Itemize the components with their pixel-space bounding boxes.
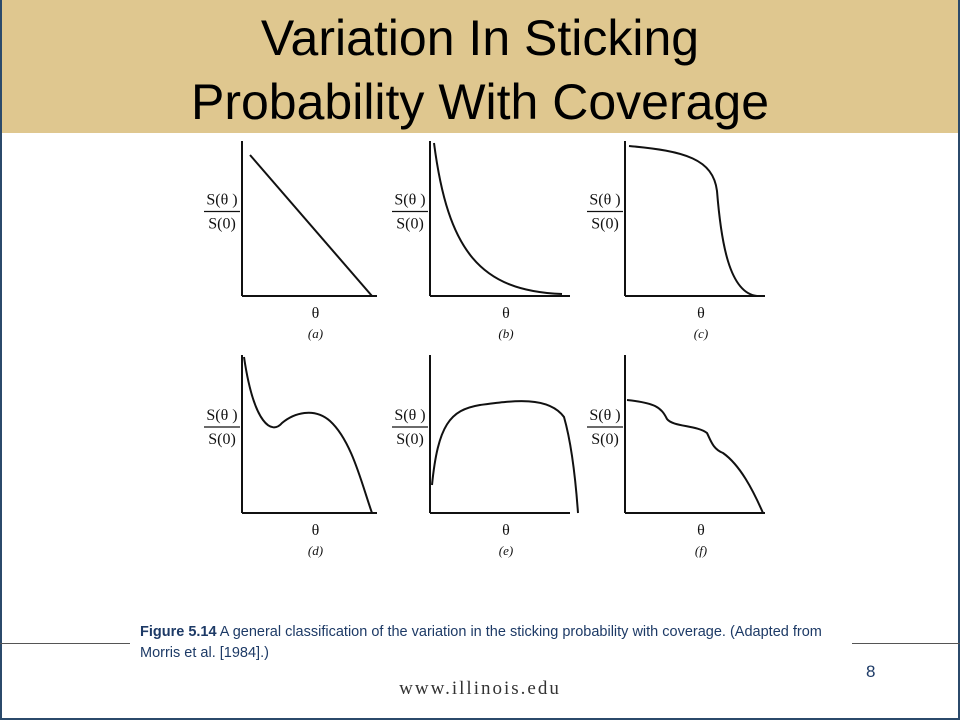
panel-6-curve-group [626, 399, 764, 514]
panel-6-x-label: θ [697, 522, 705, 539]
panel-2-y-label-denominator: S(0) [396, 216, 424, 233]
figure-svg: S(θ ) S(0) θ (a) S(θ ) S(0) θ (b) S(θ ) S(0) θ (c) S… [204, 141, 765, 558]
figure-panel-grid: S(θ ) S(0) θ (a) S(θ ) S(0) θ (b) S(θ ) S(0) θ (c) S… [200, 133, 770, 573]
panel-1-x-label: θ [312, 305, 320, 322]
title-line-2: Probability With Coverage [190, 74, 770, 130]
divider-left [0, 643, 130, 644]
panel-2-curve [433, 142, 563, 295]
panel-6-letter: (f) [695, 543, 707, 558]
panel-2-letter: (b) [498, 326, 513, 341]
panel-6-y-label-numerator: S(θ ) [589, 407, 620, 424]
caption-label: Figure 5.14 [140, 624, 217, 640]
panel-1-y-label-numerator: S(θ ) [206, 192, 237, 209]
panel-4-y-label-denominator: S(0) [208, 431, 236, 448]
panel-3-x-label: θ [697, 305, 705, 322]
panel-6-curve [626, 399, 764, 514]
panel-4-curve [243, 356, 373, 514]
frame-bottom-border [0, 718, 960, 720]
panel-5-y-label-denominator: S(0) [396, 431, 424, 448]
panel-1-letter: (a) [308, 326, 323, 341]
panel-3-letter: (c) [694, 326, 708, 341]
panel-1-curve [249, 154, 373, 297]
panel-1-curve-group [249, 154, 373, 297]
panel-5-y-label-numerator: S(θ ) [394, 407, 425, 424]
frame-left-border [0, 0, 2, 720]
panel-2-x-label: θ [502, 305, 510, 322]
panel-4-y-label-numerator: S(θ ) [206, 407, 237, 424]
panel-3-curve-group [628, 145, 758, 297]
title-line-1: Variation In Sticking [260, 10, 700, 66]
slide-number: 8 [866, 662, 876, 681]
divider-right [852, 643, 960, 644]
caption-text: A general classification of the variatio… [140, 624, 822, 661]
panel-4-curve-group [243, 356, 373, 514]
panel-4-letter: (d) [308, 543, 323, 558]
footer-url: www.illinois.edu [399, 678, 561, 699]
figure-caption: Figure 5.14 A general classification of … [140, 622, 840, 664]
panel-5-letter: (e) [499, 543, 513, 558]
panel-1-y-label-denominator: S(0) [208, 216, 236, 233]
panel-5-curve-group [431, 400, 579, 514]
panel-3-curve [628, 145, 758, 297]
title-bar [0, 0, 960, 133]
frame-right-border [958, 0, 960, 720]
panel-3-y-label-denominator: S(0) [591, 216, 619, 233]
panel-4-x-label: θ [312, 522, 320, 539]
panel-3-y-label-numerator: S(θ ) [589, 192, 620, 209]
panel-2-y-label-numerator: S(θ ) [394, 192, 425, 209]
panel-5-x-label: θ [502, 522, 510, 539]
panel-6-y-label-denominator: S(0) [591, 431, 619, 448]
panel-5-curve [431, 400, 579, 514]
slide-title: Variation In Sticking Probability With C… [0, 6, 960, 130]
panel-2-curve-group [433, 142, 563, 295]
